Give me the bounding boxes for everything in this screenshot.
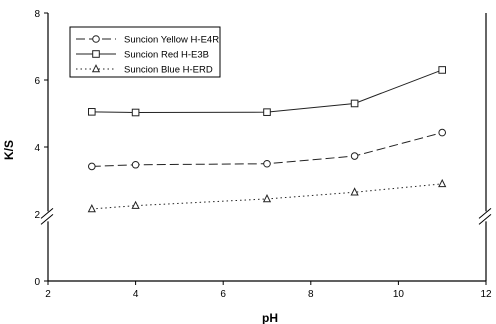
legend-entry: Suncion Blue H-ERD: [124, 65, 213, 76]
data-point-series-1: [350, 152, 359, 160]
y-axis-title: K/S: [2, 140, 16, 160]
x-tick-label: 10: [393, 289, 405, 300]
data-point-series-3: [87, 204, 96, 213]
y-tick-label: 8: [34, 9, 40, 20]
legend-marker: [91, 64, 101, 73]
y-tick-label: 2: [34, 210, 40, 221]
data-point-series-1: [131, 160, 140, 169]
axis-break-gap: [482, 211, 490, 222]
legend-entry: Suncion Red H-E3B: [124, 50, 209, 61]
axis-break-gap: [44, 211, 52, 222]
x-tick-label: 2: [45, 289, 51, 300]
series-line-3: [91, 183, 443, 210]
y-tick-label: 4: [34, 143, 40, 154]
x-axis-title: pH: [262, 311, 278, 324]
data-point-series-3: [438, 178, 447, 188]
axis-break-mark: [40, 207, 54, 219]
x-tick-label: 6: [220, 289, 226, 300]
data-point-series-2: [350, 99, 359, 108]
legend-entry: Suncion Yellow H-E4R: [124, 35, 219, 46]
data-point-series-2: [438, 66, 446, 74]
legend-marker: [92, 35, 100, 43]
data-point-series-1: [438, 128, 447, 137]
y-tick-label: 6: [34, 76, 40, 87]
data-point-series-3: [350, 187, 359, 196]
data-point-series-2: [131, 108, 140, 117]
axis-break-mark: [40, 213, 54, 225]
data-point-series-1: [88, 162, 96, 171]
data-point-series-3: [131, 200, 140, 209]
legend: Suncion Yellow H-E4R Suncion Red H-E3B Sun…: [69, 26, 221, 78]
axis-break-mark: [478, 213, 492, 225]
x-tick-label: 4: [133, 289, 139, 300]
axis-break-mark: [478, 207, 492, 219]
x-tick-label: 8: [308, 289, 314, 300]
data-point-series-2: [263, 108, 271, 116]
data-point-series-1: [263, 159, 271, 168]
data-point-series-2: [88, 108, 96, 116]
y-tick-label: 0: [34, 277, 40, 288]
data-point-series-3: [262, 194, 272, 203]
legend-marker: [92, 50, 100, 58]
x-tick-label: 12: [480, 289, 492, 300]
